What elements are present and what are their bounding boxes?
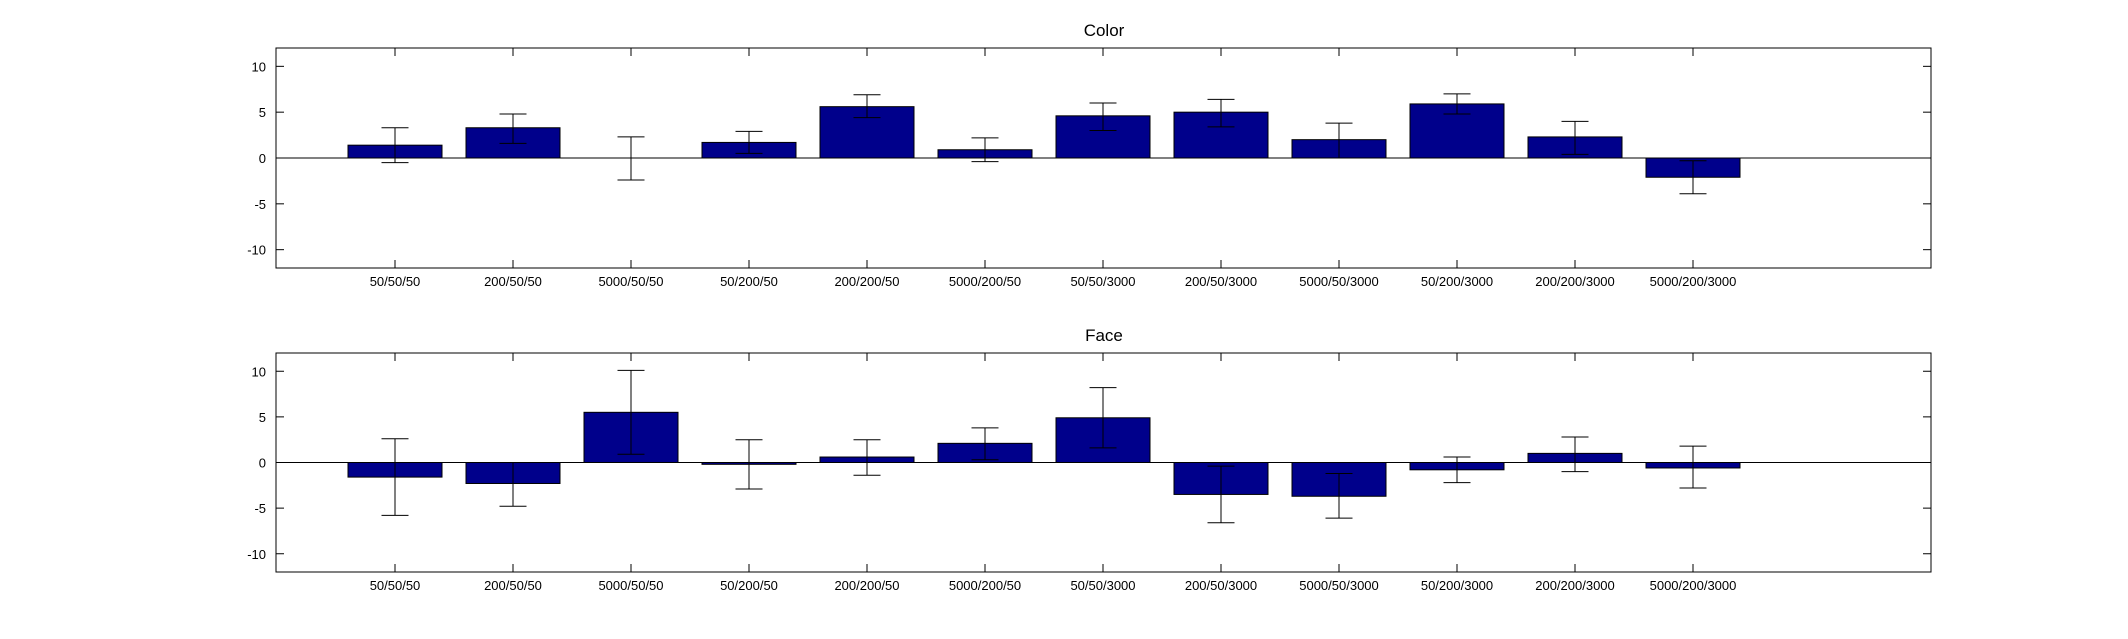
face-ytick-label: -5 <box>254 501 266 516</box>
color-xtick-label: 200/50/3000 <box>1185 274 1257 289</box>
face-xtick-label: 50/200/3000 <box>1421 578 1493 593</box>
face-xtick-label: 50/50/50 <box>370 578 421 593</box>
face-xtick-label: 50/50/3000 <box>1070 578 1135 593</box>
face-xtick-label: 5000/200/3000 <box>1650 578 1737 593</box>
face-xtick-label: 200/50/3000 <box>1185 578 1257 593</box>
color-xtick-label: 5000/50/3000 <box>1299 274 1379 289</box>
color-xtick-label: 5000/200/3000 <box>1650 274 1737 289</box>
color-xtick-label: 200/200/50 <box>834 274 899 289</box>
subplot-title-face: Face <box>1085 326 1123 345</box>
face-xtick-label: 5000/50/3000 <box>1299 578 1379 593</box>
color-xtick-label: 5000/200/50 <box>949 274 1021 289</box>
face-ytick-label: 10 <box>252 364 266 379</box>
face-xtick-label: 5000/50/50 <box>598 578 663 593</box>
color-ytick-label: -5 <box>254 197 266 212</box>
color-xtick-label: 50/200/50 <box>720 274 778 289</box>
face-ytick-label: -10 <box>247 547 266 562</box>
color-bar <box>1409 103 1505 159</box>
color-xtick-label: 50/50/50 <box>370 274 421 289</box>
color-xtick-label: 5000/50/50 <box>598 274 663 289</box>
color-xtick-label: 200/200/3000 <box>1535 274 1615 289</box>
face-xtick-label: 200/200/3000 <box>1535 578 1615 593</box>
color-xtick-label: 200/50/50 <box>484 274 542 289</box>
color-xtick-label: 50/50/3000 <box>1070 274 1135 289</box>
color-ytick-label: 10 <box>252 59 266 74</box>
face-xtick-label: 200/200/50 <box>834 578 899 593</box>
face-xtick-label: 200/50/50 <box>484 578 542 593</box>
color-subplot: -10 -5 0 5 10 50/50/50 200/50/50 5000/50/50 50/2… <box>247 21 1932 289</box>
face-xtick-label: 50/200/50 <box>720 578 778 593</box>
color-ytick-label: 5 <box>259 105 266 120</box>
color-ytick-label: 0 <box>259 151 266 166</box>
face-ytick-label: 0 <box>259 456 266 471</box>
subplot-title-color: Color <box>1084 21 1125 40</box>
face-xtick-label: 5000/200/50 <box>949 578 1021 593</box>
face-ytick-label: 5 <box>259 410 266 425</box>
color-xtick-label: 50/200/3000 <box>1421 274 1493 289</box>
face-subplot: -10 -5 0 5 10 50/50/50 200/50/50 5000/50/50 50/2… <box>247 326 1932 593</box>
color-ytick-label: -10 <box>247 243 266 258</box>
